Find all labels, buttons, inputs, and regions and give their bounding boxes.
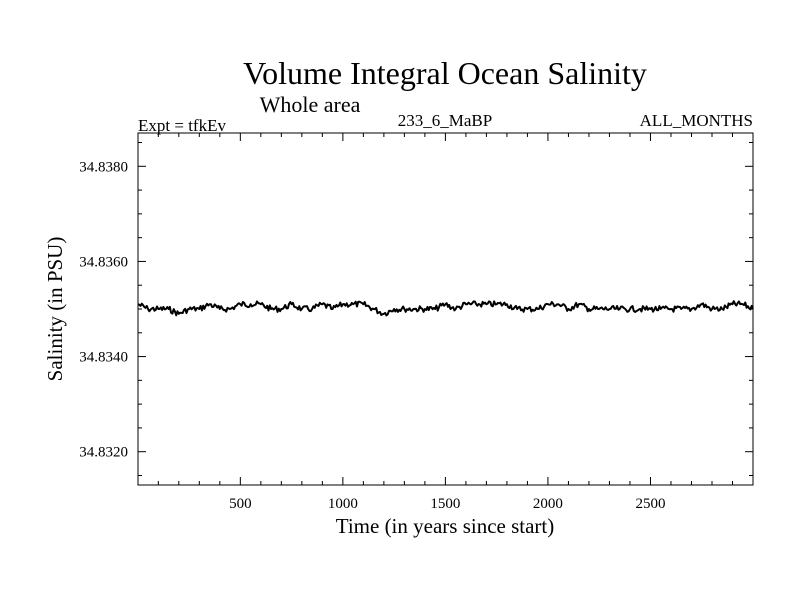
x-axis-label: Time (in years since start): [336, 514, 555, 538]
y-tick-label: 34.8360: [79, 254, 128, 270]
period-label: 233_6_MaBP: [398, 111, 492, 130]
x-tick-label: 1000: [328, 496, 358, 512]
months-label: ALL_MONTHS: [640, 111, 753, 130]
y-tick-label: 34.8340: [79, 350, 128, 366]
y-tick-label: 34.8320: [79, 445, 128, 461]
y-tick-label: 34.8380: [79, 159, 128, 175]
x-tick-label: 500: [229, 496, 252, 512]
x-tick-label: 2000: [533, 496, 563, 512]
salinity-series-line: [137, 300, 754, 317]
y-axis-label: Salinity (in PSU): [43, 237, 67, 382]
experiment-label: Expt = tfkEv: [138, 116, 226, 135]
chart-subtitle: Whole area: [260, 92, 361, 117]
x-tick-label: 2500: [635, 496, 665, 512]
x-tick-label: 1500: [430, 496, 460, 512]
chart-title: Volume Integral Ocean Salinity: [243, 55, 647, 91]
